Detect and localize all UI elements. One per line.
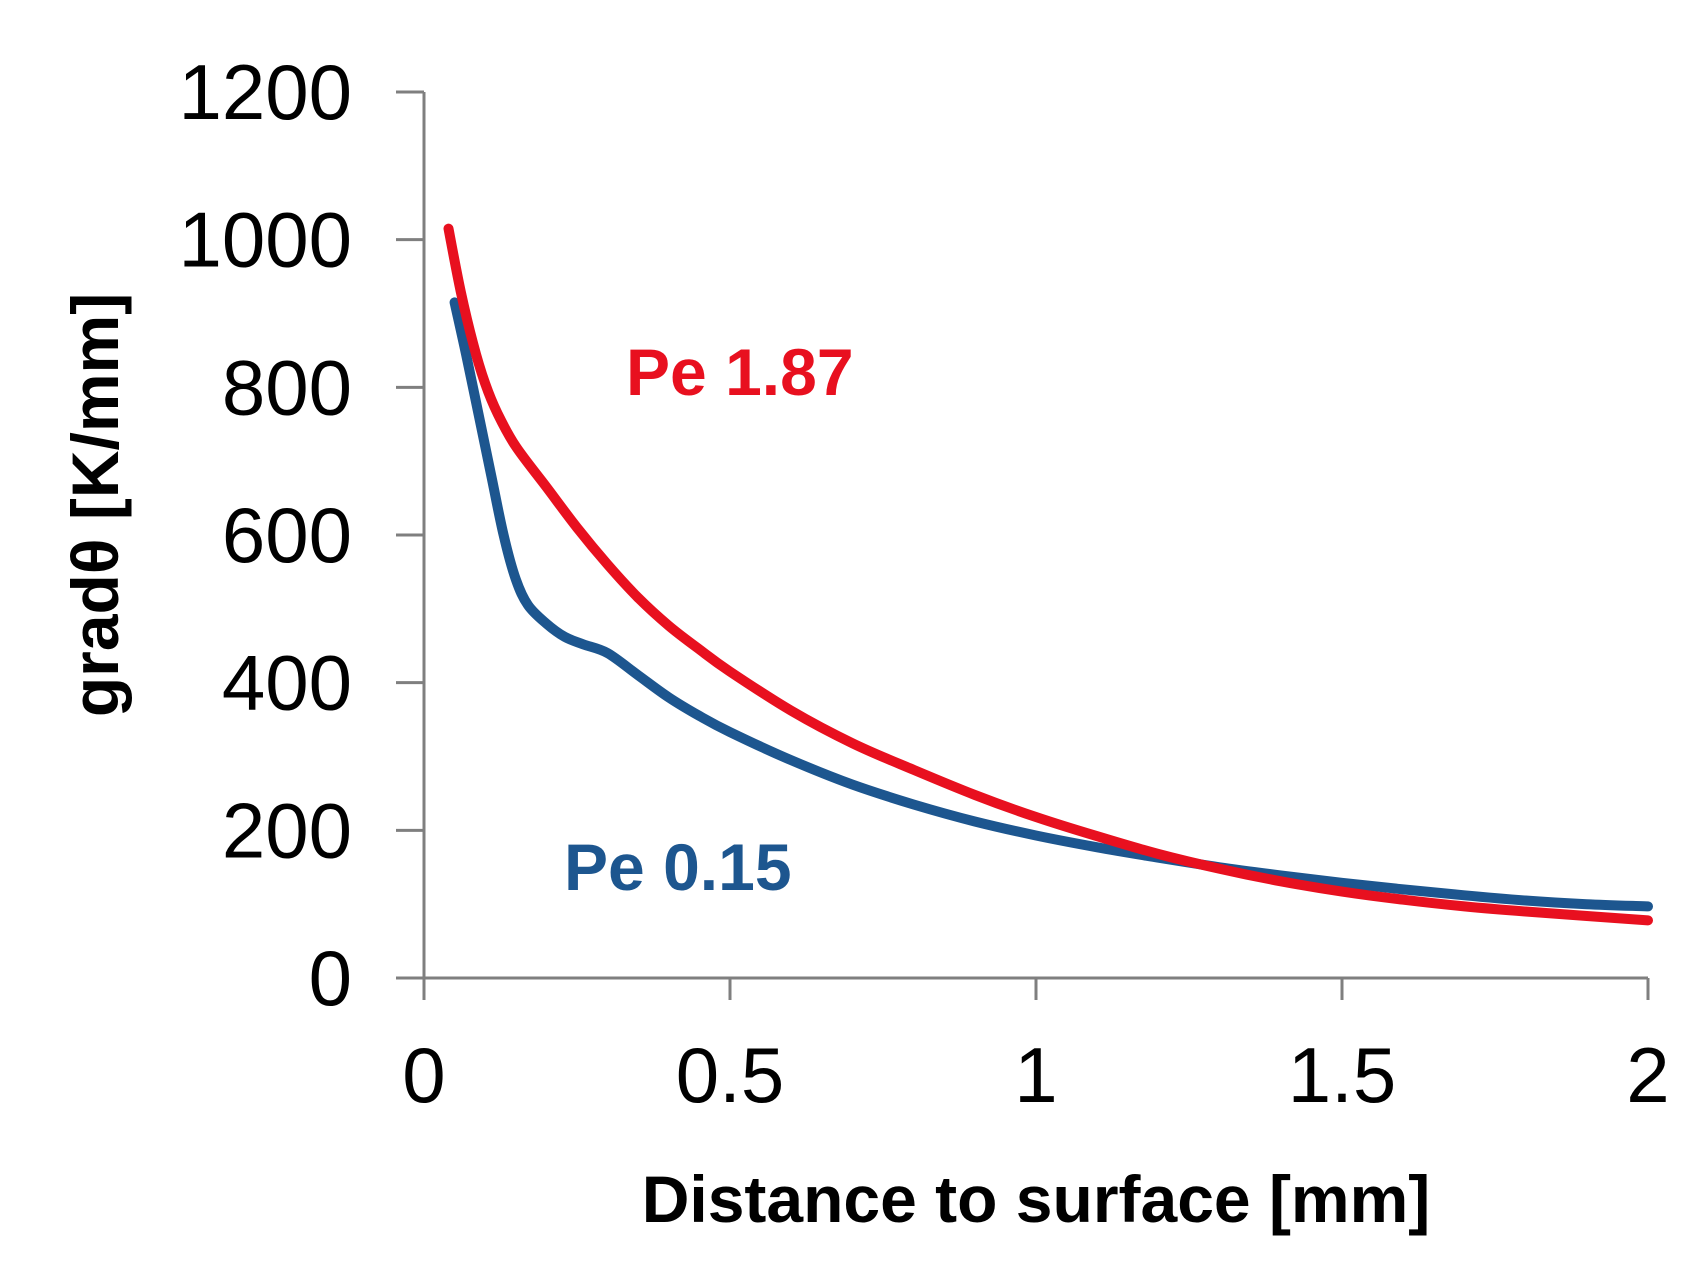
y-tick-label: 200 xyxy=(222,786,352,874)
x-tick-label: 1.5 xyxy=(1288,1031,1396,1119)
y-axis-title: gradθ [K/mm] xyxy=(58,293,132,717)
x-tick-label: 0 xyxy=(402,1031,445,1119)
y-tick-label: 800 xyxy=(222,343,352,431)
x-tick-label: 1 xyxy=(1014,1031,1057,1119)
y-tick-label: 400 xyxy=(222,639,352,727)
x-axis-title: Distance to surface [mm] xyxy=(642,1162,1431,1236)
y-tick-label: 1200 xyxy=(178,48,352,136)
y-tick-label: 1000 xyxy=(178,196,352,284)
y-tick-label: 600 xyxy=(222,491,352,579)
x-tick-label: 2 xyxy=(1626,1031,1669,1119)
y-tick-label: 0 xyxy=(309,934,352,1022)
series-lines xyxy=(443,223,1653,926)
labels: Distance to surface [mm] gradθ [K/mm] Pe… xyxy=(58,293,1430,1236)
series-line-pe-0-15 xyxy=(449,297,1653,912)
series-line-pe-1-87 xyxy=(443,223,1653,926)
x-tick-label: 0.5 xyxy=(676,1031,784,1119)
ticks: 0 200 400 600 800 1000 1200 0 0.5 1 1.5 2 xyxy=(178,48,1669,1119)
series-label-pe-1-87: Pe 1.87 xyxy=(626,335,854,409)
series-label-pe-0-15: Pe 0.15 xyxy=(564,830,792,904)
